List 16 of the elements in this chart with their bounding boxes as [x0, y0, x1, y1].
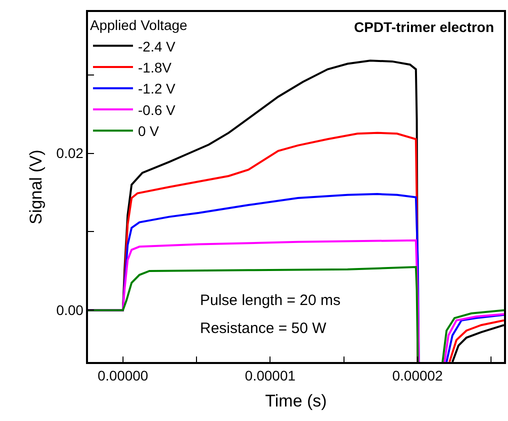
annotation: Pulse length = 20 ms	[200, 292, 341, 309]
x-tick-label: 0.00000	[98, 368, 148, 384]
legend-label: -2.4 V	[138, 38, 176, 54]
y-axis-title: Signal (V)	[26, 150, 46, 224]
annotation: Resistance = 50 W	[200, 320, 328, 337]
legend-label: 0 V	[138, 123, 160, 140]
legend-label: -0.6 V	[138, 102, 176, 118]
legend-label: -1.8V	[138, 59, 172, 76]
x-tick-label: 0.00001	[244, 368, 296, 384]
text: CPDT-trimer electron	[354, 19, 494, 35]
y-tick-label: 0.00	[56, 302, 84, 318]
legend-title: Applied Voltage	[90, 17, 188, 34]
x-axis-title: Time (s)	[265, 391, 327, 410]
y-tick-label: 0.02	[56, 145, 84, 162]
x-tick-label: 0.00002	[392, 368, 444, 384]
legend-label: -1.2 V	[138, 80, 176, 97]
